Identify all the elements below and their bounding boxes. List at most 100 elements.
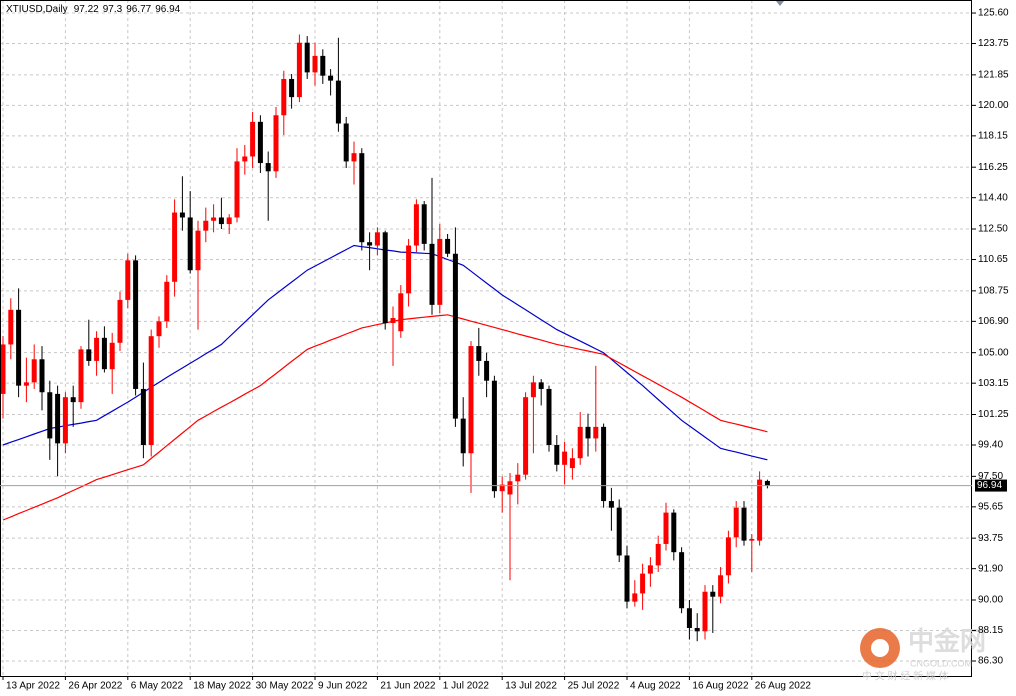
candle-body	[585, 426, 591, 439]
candle-body	[62, 397, 68, 444]
candle-body	[94, 337, 100, 361]
candle-body	[491, 380, 497, 492]
y-tick-label: 108.75	[978, 285, 1009, 296]
candle-body	[203, 220, 209, 231]
candle-body	[39, 359, 45, 393]
low-value: 96.77	[126, 4, 151, 15]
grid-layer	[0, 0, 972, 676]
candle-body	[23, 382, 29, 386]
last-price-label: 96.94	[977, 480, 1002, 491]
candle-body	[187, 217, 193, 271]
candle-body	[125, 260, 131, 300]
watermark-icon-inner	[871, 639, 889, 657]
candle-body	[445, 238, 451, 254]
candle-body	[733, 507, 739, 538]
y-tick-label: 112.50	[978, 224, 1008, 235]
candle-body	[663, 512, 669, 544]
candle-body	[390, 318, 396, 323]
candle-body	[133, 260, 139, 389]
candle-body	[55, 393, 61, 444]
candle-body	[741, 507, 747, 541]
y-tick-label: 88.15	[978, 625, 1003, 636]
close-value: 96.94	[155, 4, 180, 15]
x-tick-label: 4 Aug 2022	[630, 681, 681, 692]
plot-frame	[0, 0, 972, 677]
candle-body	[538, 382, 544, 389]
x-tick-label: 26 Apr 2022	[68, 681, 122, 692]
y-tick-label: 90.00	[978, 595, 1003, 606]
candle-body	[460, 418, 466, 454]
candle-body	[523, 397, 529, 475]
y-tick-label: 114.40	[978, 192, 1008, 203]
candle-body	[632, 593, 638, 602]
candle-body	[437, 238, 443, 305]
candle-body	[484, 360, 490, 381]
candle-body	[655, 543, 661, 566]
candle-body	[476, 346, 482, 361]
candle-body	[764, 480, 770, 486]
candle-body	[265, 163, 271, 172]
candle-body	[195, 230, 201, 271]
candle-body	[562, 451, 568, 465]
candle-body	[31, 359, 37, 383]
candle-body	[328, 75, 334, 81]
y-tick-label: 123.75	[978, 38, 1009, 49]
x-tick-label: 6 May 2022	[131, 681, 184, 692]
candle-body	[671, 512, 677, 553]
candle-body	[179, 212, 185, 218]
candle-body	[16, 309, 22, 386]
candle-body	[70, 397, 76, 403]
candle-body	[367, 242, 373, 246]
candle-body	[320, 55, 326, 76]
high-value: 97.3	[103, 4, 123, 15]
y-tick-label: 95.65	[978, 501, 1003, 512]
candle-body	[242, 156, 248, 162]
shift-marker	[776, 1, 784, 6]
candle-body	[304, 42, 310, 73]
candle-body	[273, 115, 279, 172]
candle-body	[608, 501, 614, 508]
candle-body	[257, 121, 263, 164]
y-tick-label: 91.90	[978, 563, 1003, 574]
y-tick-label: 121.85	[978, 69, 1009, 80]
candle-body	[101, 337, 107, 370]
candle-body	[312, 55, 318, 73]
candle-body	[156, 321, 162, 337]
candle-body	[601, 426, 607, 502]
x-tick-label: 21 Jun 2022	[380, 681, 435, 692]
candle-body	[109, 342, 115, 370]
y-tick-label: 99.40	[978, 440, 1003, 451]
x-tick-label: 30 May 2022	[256, 681, 314, 692]
y-tick-label: 120.00	[978, 100, 1009, 111]
candle-body	[234, 161, 240, 218]
candle-body	[398, 293, 404, 332]
y-tick-label: 105.00	[978, 347, 1009, 358]
candle-body	[218, 217, 224, 225]
x-tick-label: 16 Aug 2022	[692, 681, 749, 692]
candle-body	[78, 349, 84, 403]
y-tick-label: 86.30	[978, 656, 1003, 667]
candle-body	[211, 217, 217, 221]
y-tick-label: 125.60	[978, 8, 1009, 19]
candle-body	[710, 591, 716, 597]
candle-body	[148, 336, 154, 446]
x-tick-label: 26 Aug 2022	[755, 681, 812, 692]
candle-body	[616, 507, 622, 556]
candle-body	[499, 484, 505, 492]
candle-body	[296, 42, 302, 98]
candle-body	[429, 243, 435, 305]
y-tick-label: 103.15	[978, 378, 1009, 389]
y-tick-label: 106.90	[978, 316, 1009, 327]
candle-body	[117, 299, 123, 343]
candle-body	[406, 245, 412, 294]
candle-body	[546, 388, 552, 446]
candle-body	[8, 309, 14, 345]
candle-body	[374, 232, 380, 246]
symbol: XTIUSD,Daily	[6, 4, 68, 15]
chart-title: XTIUSD,Daily 97.22 97.3 96.77 96.94	[6, 4, 181, 15]
y-tick-label: 116.25	[978, 162, 1008, 173]
candle-body	[554, 445, 560, 465]
